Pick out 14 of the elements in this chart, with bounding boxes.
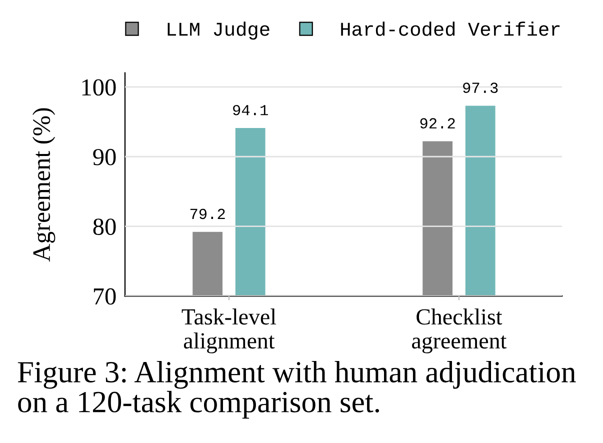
legend-label: Hard-coded Verifier xyxy=(341,22,560,36)
y-tick-label: 100 xyxy=(82,79,116,96)
data-label: 94.1 xyxy=(233,104,268,116)
data-label: 79.2 xyxy=(190,208,225,220)
x-tick-label: Task-level alignment xyxy=(182,308,276,354)
y-tick-label: 70 xyxy=(94,288,116,305)
legend-label: LLM Judge xyxy=(168,22,270,40)
x-tick-label: Checklist agreement xyxy=(412,308,507,354)
caption: Figure 3: Alignment with human adjudication on a 120-task comparison set. xyxy=(18,361,576,419)
y-tick-label: 80 xyxy=(93,218,116,235)
data-label: 92.2 xyxy=(420,118,455,129)
y-axis-title: Agreement (%) xyxy=(32,108,56,262)
y-tick-label: 90 xyxy=(93,148,116,166)
data-label: 97.3 xyxy=(463,82,498,94)
